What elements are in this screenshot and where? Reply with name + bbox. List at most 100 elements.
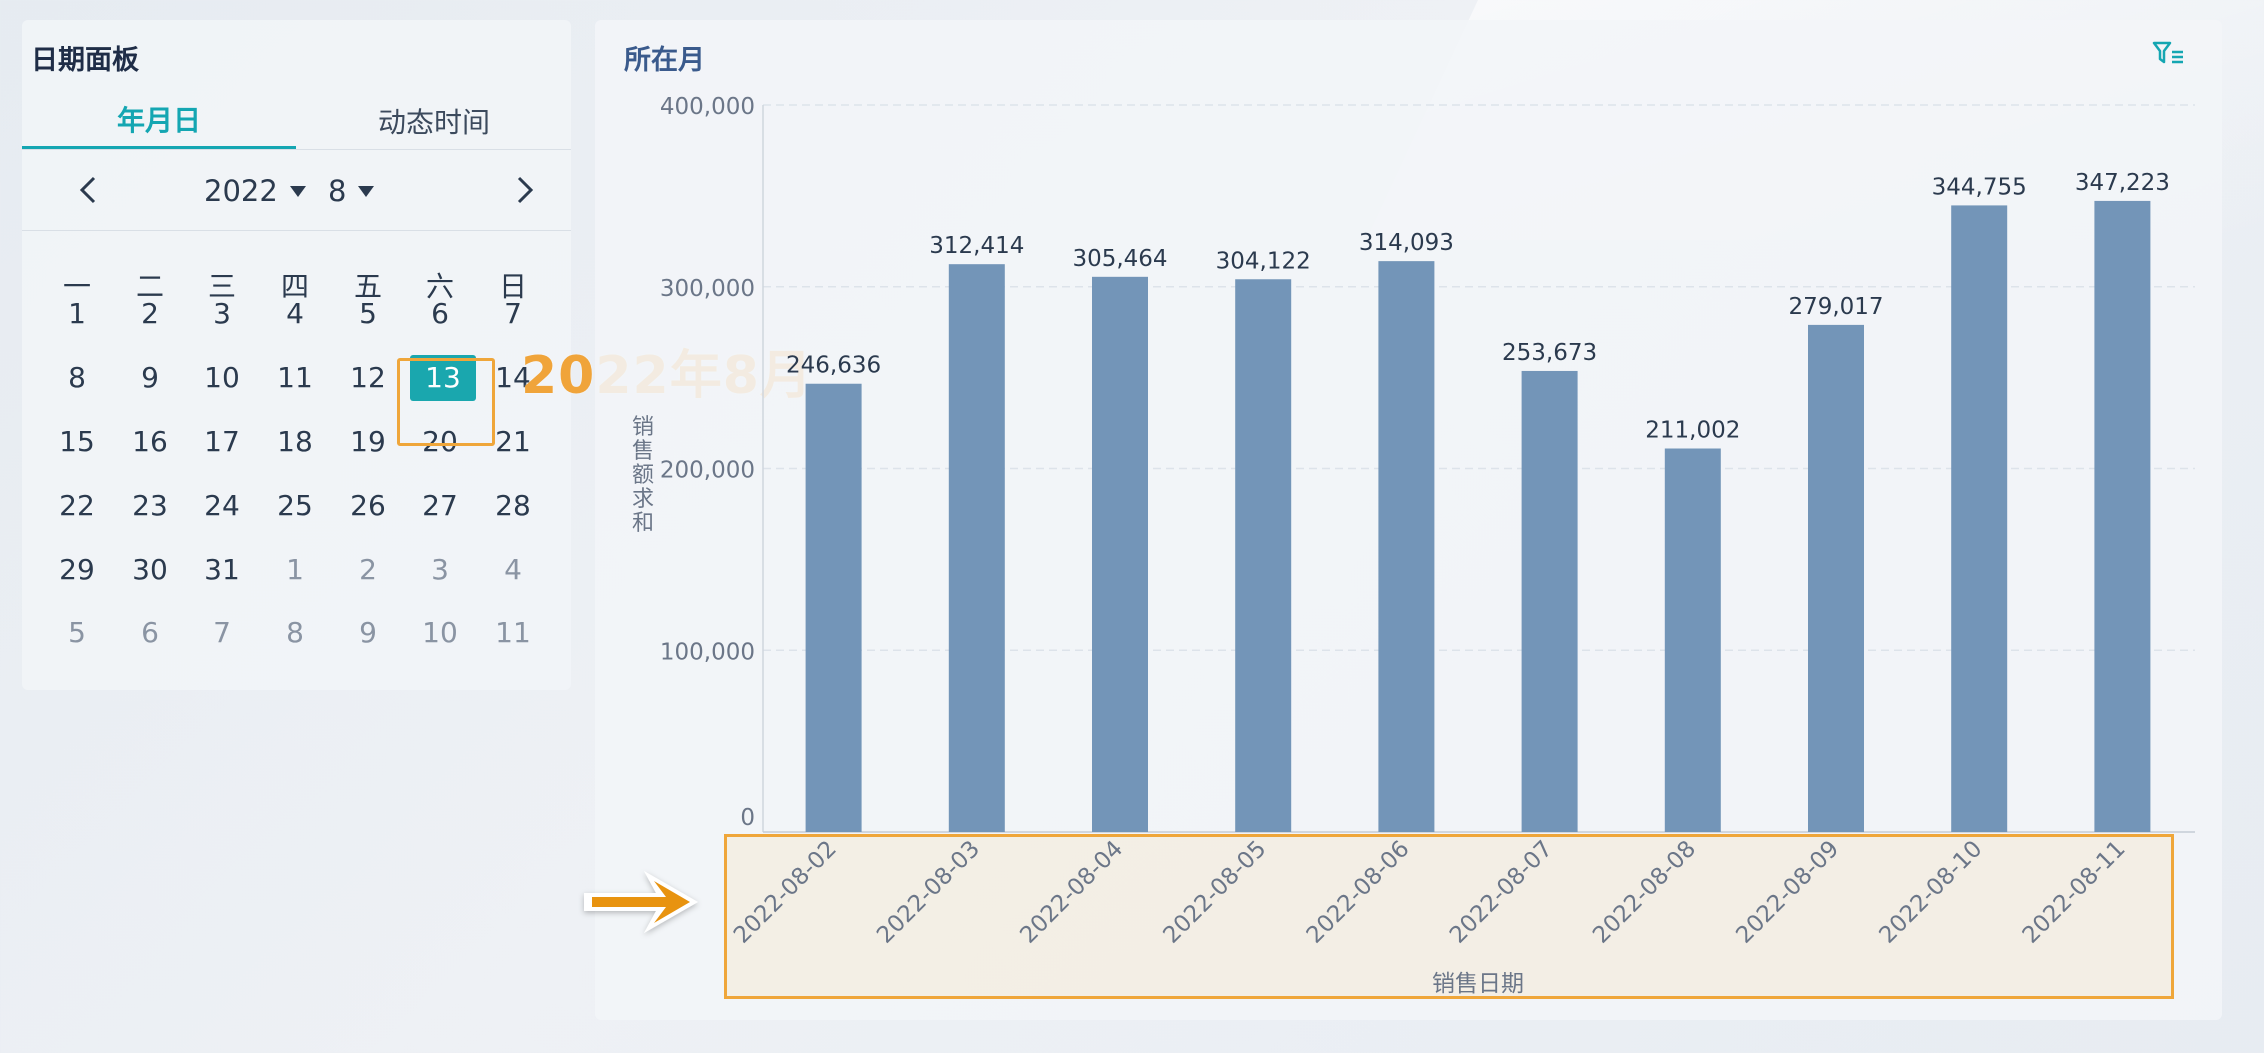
day-number: 13	[410, 355, 476, 401]
calendar-day[interactable]: 8	[47, 353, 107, 403]
x-tick-label: 2022-08-11	[2018, 836, 2131, 949]
calendar-day[interactable]: 28	[483, 481, 543, 531]
y-axis-title-char: 售	[632, 439, 654, 464]
filter-icon[interactable]	[2152, 40, 2186, 68]
data-label: 253,673	[1502, 340, 1597, 366]
calendar-day[interactable]: 30	[120, 545, 180, 595]
year-select[interactable]: 2022	[204, 173, 306, 209]
day-number: 2	[359, 553, 377, 586]
month-value: 8	[328, 174, 347, 208]
calendar-day[interactable]: 10	[192, 353, 252, 403]
calendar-day[interactable]: 26	[338, 481, 398, 531]
day-number: 16	[132, 425, 168, 458]
day-number: 21	[495, 425, 531, 458]
calendar-day-other-month[interactable]: 8	[265, 608, 325, 658]
day-number: 25	[277, 489, 313, 522]
calendar-day[interactable]: 25	[265, 481, 325, 531]
calendar-day[interactable]: 19	[338, 417, 398, 467]
calendar-day[interactable]: 22	[47, 481, 107, 531]
calendar-day-other-month[interactable]: 10	[410, 608, 470, 658]
day-number: 20	[422, 425, 458, 458]
day-number: 6	[431, 297, 449, 330]
calendar-day[interactable]: 18	[265, 417, 325, 467]
month-select[interactable]: 8	[328, 173, 375, 209]
y-tick-label: 0	[740, 805, 755, 831]
weekday-label: 三	[207, 270, 236, 303]
calendar-day[interactable]: 1	[47, 289, 107, 339]
caret-down-icon	[358, 185, 375, 197]
calendar-day-other-month[interactable]: 3	[410, 545, 470, 595]
data-label: 347,223	[2075, 170, 2170, 196]
calendar-day[interactable]: 4	[265, 289, 325, 339]
calendar-day[interactable]: 24	[192, 481, 252, 531]
calendar-day[interactable]: 7	[483, 289, 543, 339]
y-axis-title-char: 额	[632, 463, 654, 488]
day-number: 9	[359, 616, 377, 649]
data-label: 344,755	[1932, 174, 2027, 200]
bar	[1664, 448, 1721, 832]
day-number: 26	[350, 489, 386, 522]
calendar-day[interactable]: 20	[410, 417, 470, 467]
calendar-day[interactable]: 2	[120, 289, 180, 339]
calendar-day[interactable]: 15	[47, 417, 107, 467]
weekday-label: 日	[498, 270, 527, 303]
tab-ymd[interactable]: 年月日	[22, 92, 296, 150]
day-number: 1	[286, 553, 304, 586]
calendar-day[interactable]: 17	[192, 417, 252, 467]
calendar-day[interactable]: 11	[265, 353, 325, 403]
calendar-day-other-month[interactable]: 9	[338, 608, 398, 658]
calendar-day[interactable]: 6	[410, 289, 470, 339]
data-label: 305,464	[1072, 246, 1167, 272]
bar	[2094, 200, 2151, 833]
calendar-day-other-month[interactable]: 11	[483, 608, 543, 658]
calendar-day[interactable]: 12	[338, 353, 398, 403]
calendar-day-other-month[interactable]: 6	[120, 608, 180, 658]
bar	[805, 383, 862, 832]
calendar-day-other-month[interactable]: 2	[338, 545, 398, 595]
bar	[948, 264, 1005, 832]
bar	[1808, 324, 1864, 832]
day-number: 6	[141, 616, 159, 649]
tab-dynamic-time[interactable]: 动态时间	[377, 106, 490, 139]
day-number: 3	[213, 297, 231, 330]
x-tick-label: 2022-08-02	[729, 836, 842, 949]
x-tick-label: 2022-08-10	[1875, 836, 1988, 949]
day-number: 23	[132, 489, 168, 522]
calendar-day-other-month[interactable]: 7	[192, 608, 252, 658]
day-number: 3	[431, 553, 449, 586]
calendar-day[interactable]: 23	[120, 481, 180, 531]
date-panel	[22, 20, 571, 690]
bar	[1378, 261, 1435, 832]
calendar-day[interactable]: 5	[338, 289, 398, 339]
nav-divider	[22, 230, 571, 231]
calendar-day[interactable]: 27	[410, 481, 470, 531]
calendar-day-selected[interactable]: 13	[410, 353, 476, 403]
calendar-day[interactable]: 9	[120, 353, 180, 403]
x-tick-label: 2022-08-04	[1015, 836, 1128, 949]
day-number: 31	[204, 553, 240, 586]
calendar-day[interactable]: 3	[192, 289, 252, 339]
day-number: 9	[141, 361, 159, 394]
bar	[1235, 279, 1292, 832]
chevron-left-icon[interactable]	[58, 155, 118, 225]
calendar-day-other-month[interactable]: 4	[483, 545, 543, 595]
x-tick-label: 2022-08-07	[1445, 836, 1558, 949]
day-number: 22	[59, 489, 95, 522]
day-number: 2	[141, 297, 159, 330]
day-number: 18	[277, 425, 313, 458]
calendar-day-other-month[interactable]: 5	[47, 608, 107, 658]
bar	[1521, 370, 1578, 832]
calendar-day-other-month[interactable]: 1	[265, 545, 325, 595]
calendar-day[interactable]: 14	[483, 353, 543, 403]
selected-day-highlight	[397, 358, 495, 446]
day-number: 5	[359, 297, 377, 330]
day-number: 5	[68, 616, 86, 649]
x-tick-label: 2022-08-03	[872, 836, 985, 949]
calendar-day[interactable]: 31	[192, 545, 252, 595]
chevron-right-icon[interactable]	[495, 155, 555, 225]
calendar-day[interactable]: 16	[120, 417, 180, 467]
day-number: 17	[204, 425, 240, 458]
calendar-day[interactable]: 29	[47, 545, 107, 595]
calendar-day[interactable]: 21	[483, 417, 543, 467]
day-number: 10	[422, 616, 458, 649]
